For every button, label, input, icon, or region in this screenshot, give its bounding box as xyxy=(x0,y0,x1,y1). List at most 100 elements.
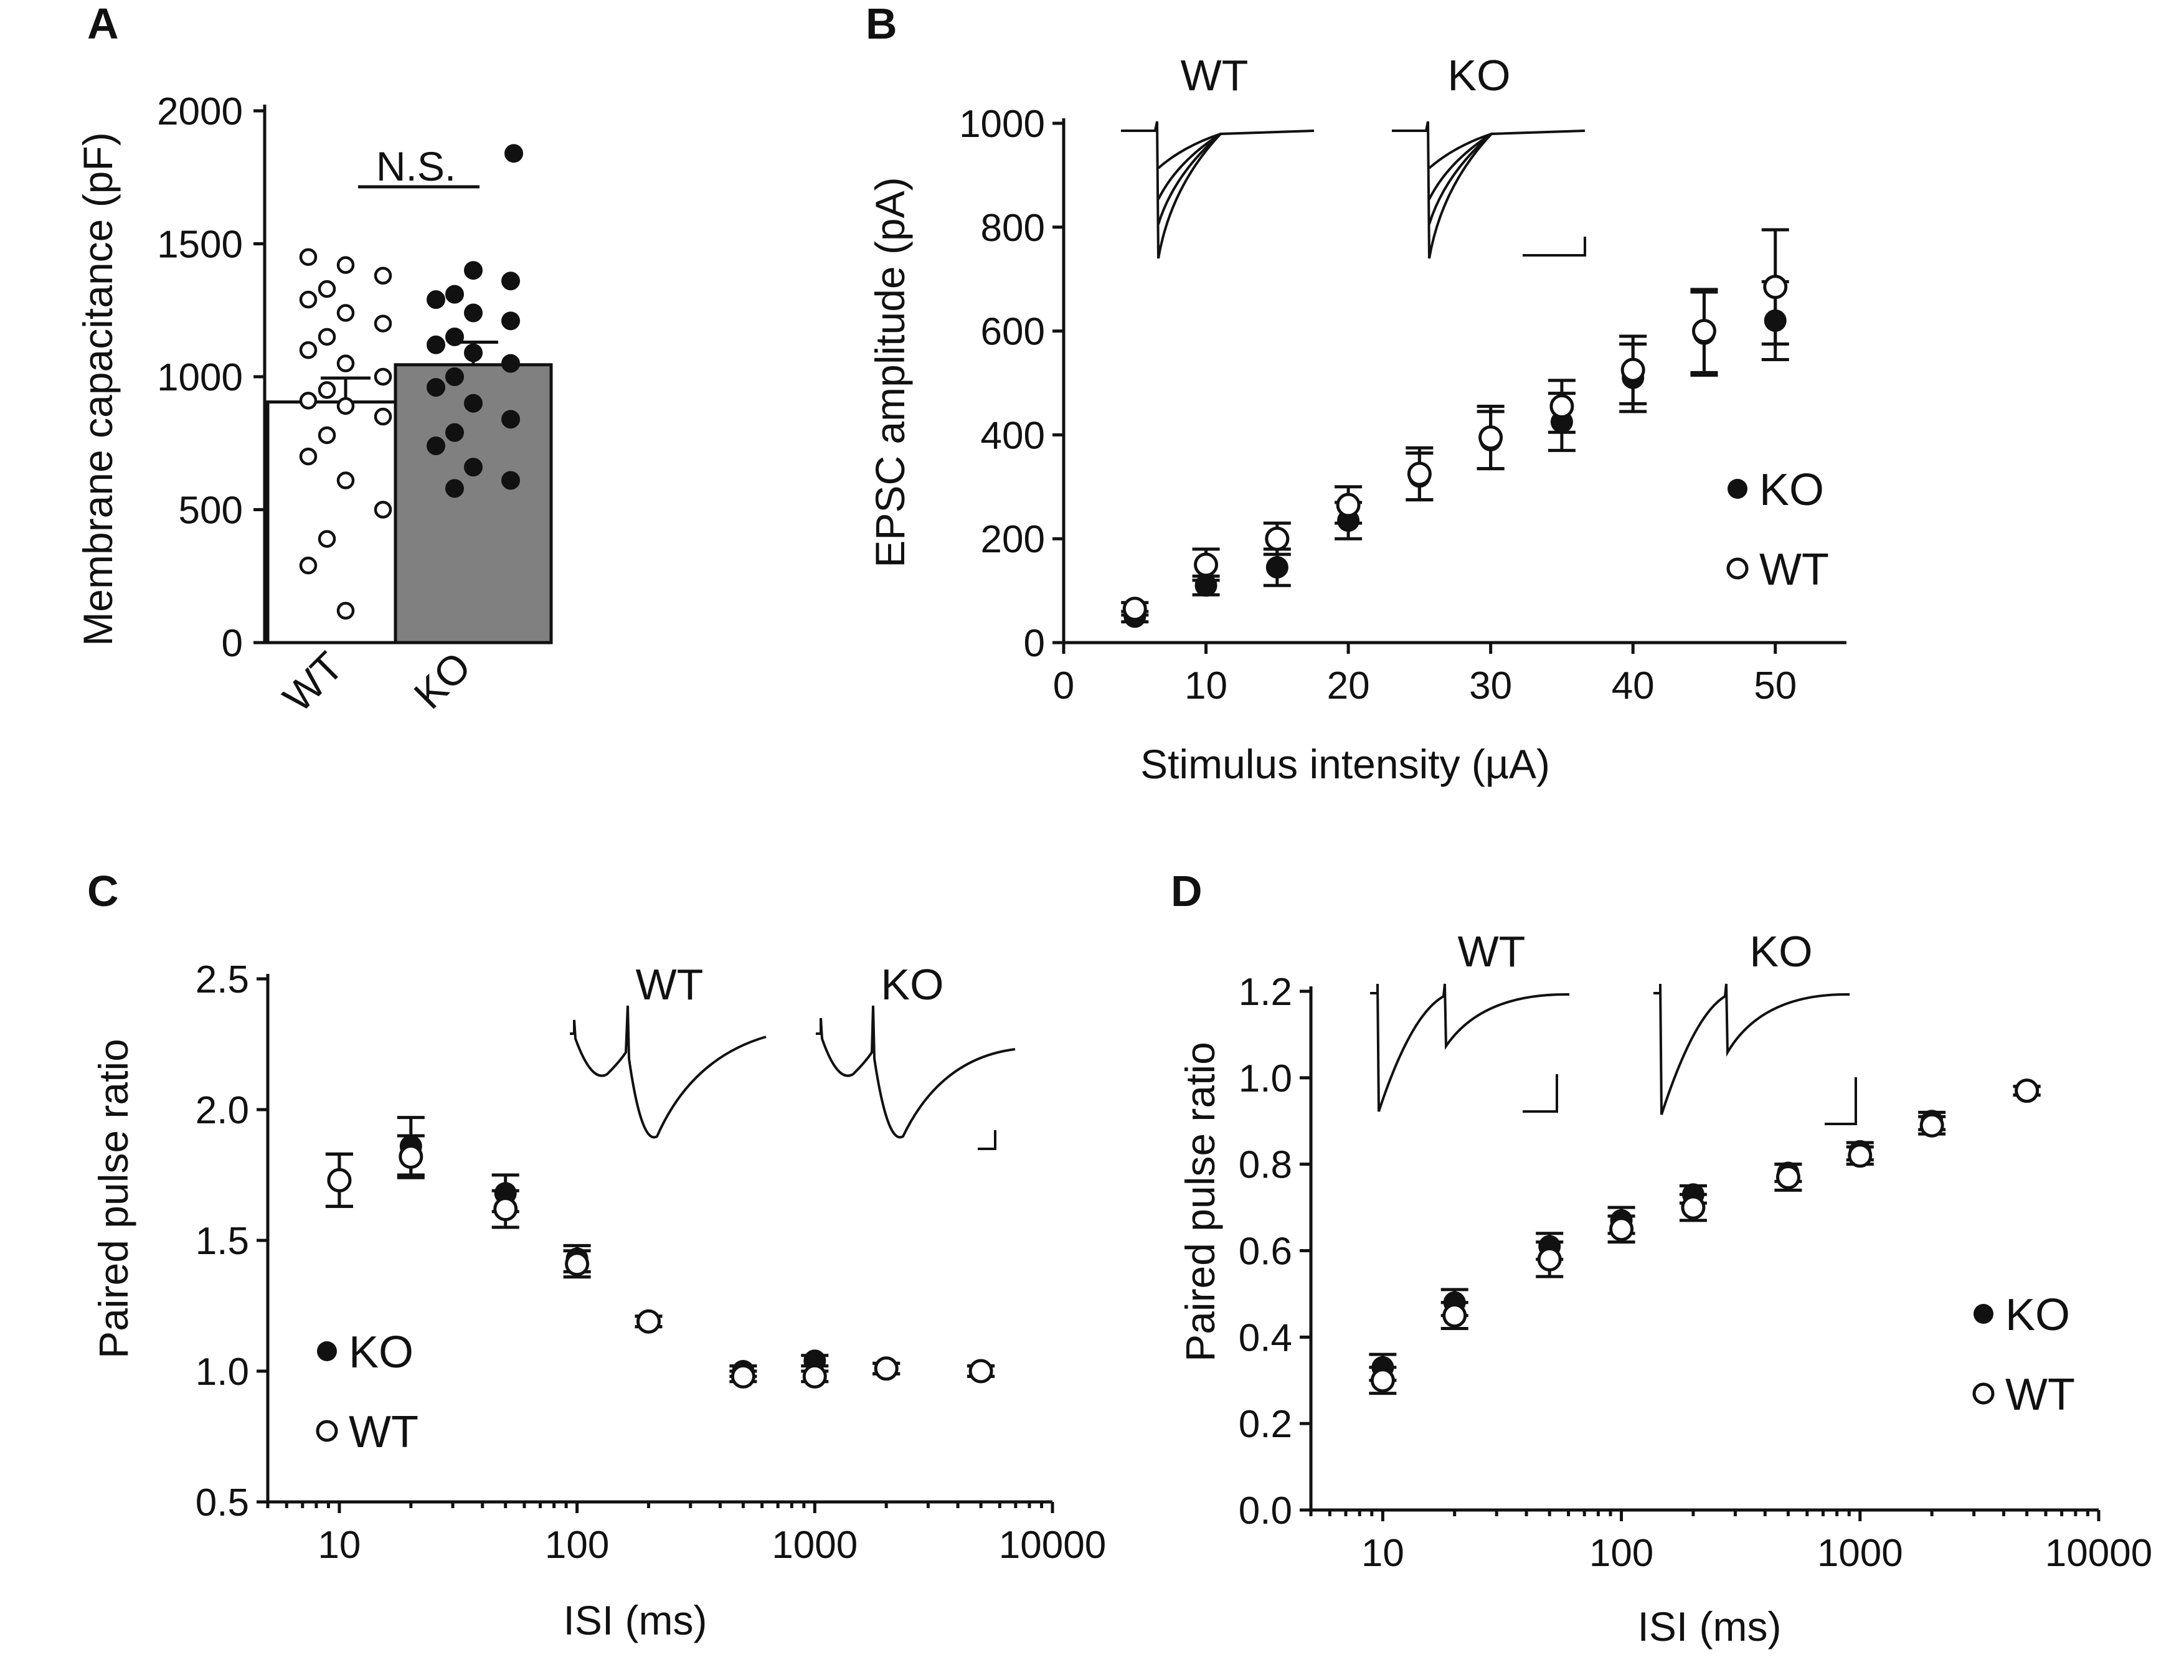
trace-c-ko xyxy=(816,1005,1016,1139)
panel-c-point-wt xyxy=(399,1144,423,1169)
point-ko xyxy=(427,378,445,397)
point-ko xyxy=(501,271,520,291)
panel-a-xtick-wt: WT xyxy=(274,643,352,721)
panel-d-inset-traces xyxy=(1370,983,1857,1125)
panel-a-ylabel: Membrane capacitance (pF) xyxy=(75,132,121,646)
panel-b-legend-label-wt: WT xyxy=(1759,545,1829,595)
panel-b-point-wt xyxy=(1407,461,1432,486)
point-wt xyxy=(374,314,392,333)
point-wt xyxy=(336,354,355,372)
panel-b-point-wt xyxy=(1691,319,1716,344)
trace-c-wt xyxy=(570,1005,767,1139)
panel-c-ytick-label: 1.5 xyxy=(196,1220,249,1263)
panel-b-point-wt xyxy=(1336,493,1361,517)
panel-c-xtick-label: 100 xyxy=(545,1524,609,1567)
point-wt xyxy=(336,304,355,322)
point-wt xyxy=(374,267,392,285)
point-ko xyxy=(427,335,445,354)
point-wt xyxy=(374,501,392,519)
point-ko xyxy=(501,354,520,373)
panel-d-xtick-label: 100 xyxy=(1589,1532,1653,1575)
point-ko xyxy=(445,367,464,386)
point-ko xyxy=(445,479,464,498)
panel-d-ytick-label: 0.8 xyxy=(1239,1144,1292,1187)
point-wt xyxy=(336,397,355,415)
panel-d-ytick-label: 1.0 xyxy=(1239,1057,1292,1100)
panel-c-legend-label-wt: WT xyxy=(349,1407,418,1457)
panel-c-chart: Paired pulse ratio ISI (ms) WT KO 0.5 1.0… xyxy=(90,958,1106,1643)
point-ko xyxy=(464,261,483,280)
panel-b-legend-marker-wt xyxy=(1726,557,1749,580)
panel-d-xtick-label: 1000 xyxy=(1817,1532,1903,1575)
panel-b-chart: EPSC amplitude (pA) Stimulus intensity (… xyxy=(867,51,1846,787)
point-wt xyxy=(299,556,318,575)
panel-a-xtick-ko: KO xyxy=(405,643,480,718)
point-wt xyxy=(299,392,318,410)
panel-d-ytick-label: 1.2 xyxy=(1239,971,1292,1014)
panel-b-point-ko xyxy=(1764,309,1787,332)
panel-c-xtick-label: 10000 xyxy=(999,1524,1106,1567)
point-ko xyxy=(464,458,483,477)
panel-d-xlabel: ISI (ms) xyxy=(1638,1603,1782,1649)
panel-b-point-ko xyxy=(1265,556,1288,579)
point-wt xyxy=(299,341,318,359)
point-ko xyxy=(464,394,483,413)
panel-c-inset-ko-label: KO xyxy=(881,960,943,1009)
trace-d-ko xyxy=(1653,983,1850,1115)
panel-d-inset-ko-label: KO xyxy=(1749,927,1812,976)
trace-ko-mid2 xyxy=(1428,133,1493,225)
panel-b-xlabel: Stimulus intensity (µA) xyxy=(1140,741,1550,787)
panel-c-inset-traces xyxy=(570,1005,1016,1150)
point-wt xyxy=(318,328,336,346)
panel-b-inset-wt-label: WT xyxy=(1181,51,1249,100)
panel-b-ytick-label: 0 xyxy=(1024,622,1045,665)
point-ko xyxy=(501,311,520,331)
panel-b-inset-traces xyxy=(1121,121,1586,259)
point-wt xyxy=(336,602,355,620)
panel-d-scale-bar-ko xyxy=(1825,1077,1857,1125)
panel-b-point-wt xyxy=(1478,425,1503,450)
panel-c-point-wt xyxy=(565,1252,590,1277)
panel-d-point-wt xyxy=(1775,1164,1800,1189)
panel-b-inset-ko-label: KO xyxy=(1447,51,1510,100)
panel-c-point-wt xyxy=(493,1197,518,1222)
panel-c-ytick-label: 0.5 xyxy=(196,1481,249,1524)
panel-b-ytick-label: 1000 xyxy=(959,103,1045,146)
panel-b-ylabel: EPSC amplitude (pA) xyxy=(867,177,913,567)
trace-wt-mid1 xyxy=(1157,133,1222,200)
panel-d-xtick-label: 10000 xyxy=(2045,1532,2152,1575)
panel-b-xtick-label: 30 xyxy=(1469,664,1512,707)
point-wt xyxy=(318,280,336,298)
panel-c-point-wt xyxy=(327,1168,352,1192)
trace-ko-mid1 xyxy=(1428,133,1493,200)
panel-c-inset-wt-label: WT xyxy=(636,960,704,1009)
point-wt xyxy=(374,367,392,386)
panel-b-ytick-label: 400 xyxy=(981,414,1045,457)
panel-d-point-wt xyxy=(1442,1303,1467,1328)
panel-b-point-wt xyxy=(1549,394,1574,419)
panel-c-xlabel: ISI (ms) xyxy=(564,1597,707,1643)
panel-a-ytick-label: 1000 xyxy=(157,356,243,399)
point-ko xyxy=(501,471,520,490)
panel-b-legend-label-ko: KO xyxy=(1759,465,1824,515)
panel-c-ytick-label: 2.5 xyxy=(196,958,249,1001)
panel-c-point-wt xyxy=(636,1309,661,1334)
point-ko xyxy=(427,437,445,456)
panel-b-point-wt xyxy=(1620,357,1645,382)
panel-b-point-wt xyxy=(1194,552,1219,577)
panel-c-ylabel: Paired pulse ratio xyxy=(90,1039,136,1359)
point-wt xyxy=(318,530,336,548)
panel-d-chart: Paired pulse ratio ISI (ms) WT KO 0.0 0.2… xyxy=(1177,927,2152,1649)
panel-b-point-wt xyxy=(1265,526,1290,551)
panel-letter-c: C xyxy=(87,867,119,915)
point-wt xyxy=(318,381,336,399)
trace-wt-small xyxy=(1157,133,1221,169)
panel-d-point-wt xyxy=(1848,1143,1873,1168)
panel-b-xtick-label: 50 xyxy=(1754,664,1797,707)
panel-c-xtick-label: 10 xyxy=(318,1524,361,1567)
panel-c-ytick-label: 2.0 xyxy=(196,1089,249,1132)
trace-ko-large xyxy=(1392,121,1586,259)
point-ko xyxy=(464,303,483,323)
panel-b-legend-marker-ko xyxy=(1728,479,1747,499)
